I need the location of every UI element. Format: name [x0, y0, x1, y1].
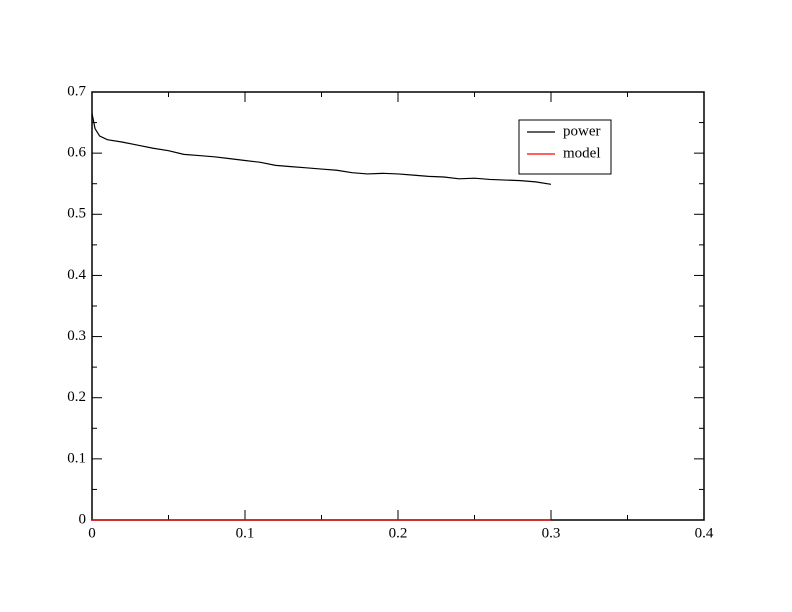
x-tick-label: 0.3 — [542, 525, 561, 541]
y-tick-label: 0.4 — [67, 267, 86, 283]
x-tick-label: 0.1 — [236, 525, 255, 541]
series-line — [91, 113, 552, 185]
y-tick-label: 0.5 — [67, 206, 86, 222]
legend-label: power — [563, 123, 601, 139]
y-tick-label: 0.3 — [67, 328, 86, 344]
x-tick-label: 0.2 — [389, 525, 408, 541]
legend-box — [518, 119, 612, 175]
y-tick-label: 0.2 — [67, 389, 86, 405]
y-tick-label: 0.6 — [67, 145, 86, 161]
legend-label: model — [563, 145, 601, 161]
x-tick-label: 0 — [88, 525, 96, 541]
plot-frame — [91, 91, 705, 521]
y-tick-label: 0.7 — [67, 83, 86, 99]
x-tick-label: 0.4 — [695, 525, 714, 541]
y-tick-label: 0 — [79, 511, 87, 527]
y-tick-label: 0.1 — [67, 450, 86, 466]
